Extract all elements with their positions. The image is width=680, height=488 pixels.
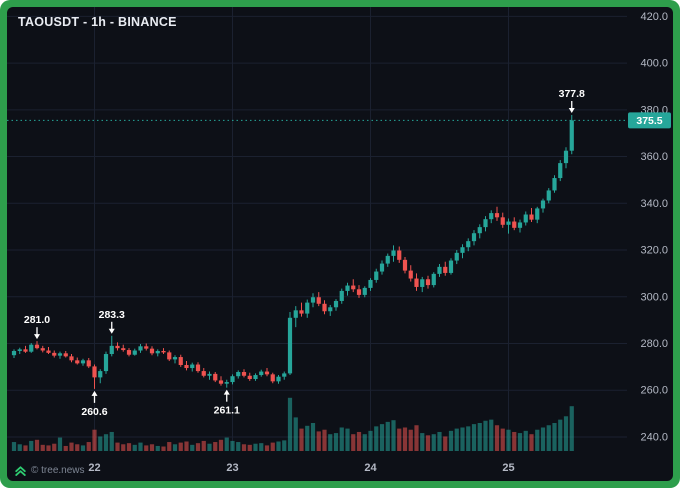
svg-text:283.3: 283.3 [99, 309, 125, 321]
svg-text:320.0: 320.0 [640, 245, 668, 257]
candles [11, 114, 574, 389]
svg-text:23: 23 [226, 462, 238, 474]
volume-bars [11, 397, 574, 451]
svg-text:280.0: 280.0 [640, 338, 668, 350]
svg-text:377.8: 377.8 [559, 88, 585, 100]
svg-text:260.0: 260.0 [640, 385, 668, 397]
svg-text:360.0: 360.0 [640, 151, 668, 163]
svg-text:24: 24 [364, 462, 377, 474]
grid [7, 7, 627, 451]
tree-news-logo-icon [15, 466, 26, 476]
svg-text:420.0: 420.0 [640, 11, 668, 23]
price-annotations: 281.0 260.6 283.3 261.1 377.8 [24, 88, 585, 418]
svg-text:375.5: 375.5 [636, 115, 662, 127]
chart-panel[interactable]: 281.0 260.6 283.3 261.1 377.8 420.0 400.0 380.0… [7, 7, 673, 481]
svg-text:300.0: 300.0 [640, 291, 668, 303]
svg-text:25: 25 [502, 462, 514, 474]
watermark: © tree.news [14, 464, 85, 477]
svg-text:281.0: 281.0 [24, 314, 50, 326]
svg-text:261.1: 261.1 [214, 405, 240, 417]
y-axis-labels[interactable]: 420.0400.0380.0360.0340.0320.0300.0280.0… [640, 11, 668, 444]
candlestick-chart[interactable]: 281.0260.6283.3261.1377.8420.0400.0380.0… [7, 7, 673, 481]
svg-text:22: 22 [88, 462, 100, 474]
svg-text:400.0: 400.0 [640, 58, 668, 70]
svg-text:340.0: 340.0 [640, 198, 668, 210]
svg-text:260.6: 260.6 [81, 406, 107, 418]
last-price-badge: 375.5 [628, 112, 671, 129]
svg-text:240.0: 240.0 [640, 431, 668, 443]
x-axis-labels[interactable]: 22 23 24 25 [88, 462, 514, 474]
chart-symbol-title: TAOUSDT - 1h - BINANCE [18, 15, 177, 29]
watermark-label: © tree.news [31, 465, 85, 476]
